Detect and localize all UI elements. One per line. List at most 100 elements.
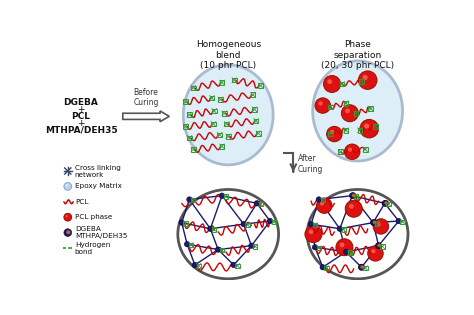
Bar xyxy=(254,119,258,123)
Circle shape xyxy=(375,243,382,249)
Text: Before
Curing: Before Curing xyxy=(133,88,159,107)
Circle shape xyxy=(241,221,246,227)
Text: Phase
separation
(20, 30 phr PCL): Phase separation (20, 30 phr PCL) xyxy=(321,40,394,70)
Bar xyxy=(211,122,216,126)
Circle shape xyxy=(192,262,198,268)
Text: MTHPA/DEH35: MTHPA/DEH35 xyxy=(45,126,117,135)
Bar xyxy=(272,220,276,224)
Ellipse shape xyxy=(307,190,408,279)
Circle shape xyxy=(184,242,190,247)
Circle shape xyxy=(360,119,379,138)
Bar xyxy=(183,100,188,104)
Circle shape xyxy=(345,200,362,217)
Bar xyxy=(325,266,329,270)
Circle shape xyxy=(371,249,375,253)
Circle shape xyxy=(373,221,376,224)
Text: Cross linking
network: Cross linking network xyxy=(75,164,120,178)
Circle shape xyxy=(309,221,314,227)
Text: Hydrogen
bond: Hydrogen bond xyxy=(75,242,110,255)
Bar xyxy=(328,105,333,109)
Circle shape xyxy=(340,243,345,247)
Circle shape xyxy=(187,197,192,202)
Circle shape xyxy=(215,247,221,252)
Circle shape xyxy=(179,220,184,225)
Bar xyxy=(258,83,263,88)
Circle shape xyxy=(316,197,321,202)
Circle shape xyxy=(341,105,358,122)
Bar xyxy=(341,227,346,232)
Circle shape xyxy=(345,144,360,159)
Circle shape xyxy=(231,262,237,268)
Bar xyxy=(197,264,201,268)
Text: DGEBA
MTHPA/DEH35: DGEBA MTHPA/DEH35 xyxy=(75,226,127,239)
Circle shape xyxy=(330,130,334,134)
Text: +: + xyxy=(77,105,85,114)
Ellipse shape xyxy=(183,65,273,165)
Circle shape xyxy=(376,222,381,226)
Bar xyxy=(219,80,224,85)
Circle shape xyxy=(219,193,225,198)
Circle shape xyxy=(315,98,330,113)
Circle shape xyxy=(208,226,213,232)
Circle shape xyxy=(350,192,356,199)
Bar xyxy=(338,149,343,154)
Circle shape xyxy=(383,200,389,206)
Circle shape xyxy=(370,220,376,225)
Bar xyxy=(373,124,378,129)
Bar xyxy=(357,128,362,133)
Bar xyxy=(401,220,405,224)
Bar xyxy=(212,109,217,113)
Bar xyxy=(212,227,217,232)
Bar xyxy=(226,134,230,139)
Circle shape xyxy=(327,79,332,84)
Circle shape xyxy=(343,249,349,255)
Circle shape xyxy=(345,108,350,113)
Bar xyxy=(375,221,379,226)
Bar xyxy=(348,250,352,255)
Bar xyxy=(354,111,358,116)
Circle shape xyxy=(359,265,364,270)
Ellipse shape xyxy=(313,61,402,161)
Circle shape xyxy=(382,201,387,206)
Circle shape xyxy=(363,75,368,80)
Text: Homogeneous
blend
(10 phr PCL): Homogeneous blend (10 phr PCL) xyxy=(196,40,261,70)
Bar xyxy=(187,112,192,117)
Circle shape xyxy=(305,226,322,243)
Bar xyxy=(191,86,196,90)
Bar xyxy=(224,194,228,198)
Bar xyxy=(344,101,348,106)
Bar xyxy=(359,79,364,84)
Circle shape xyxy=(349,193,355,198)
Bar xyxy=(218,97,223,102)
Text: Epoxy Matrix: Epoxy Matrix xyxy=(75,183,122,189)
Circle shape xyxy=(396,218,401,224)
Bar xyxy=(183,124,188,129)
Circle shape xyxy=(327,126,342,142)
Circle shape xyxy=(65,215,68,217)
Circle shape xyxy=(64,213,72,221)
Bar xyxy=(218,133,222,137)
Circle shape xyxy=(336,239,353,256)
Circle shape xyxy=(309,229,313,234)
Bar xyxy=(386,202,391,206)
Circle shape xyxy=(358,71,377,89)
Bar xyxy=(368,106,373,111)
Circle shape xyxy=(364,123,369,129)
Bar xyxy=(252,107,257,112)
Circle shape xyxy=(319,101,323,106)
Circle shape xyxy=(352,194,355,197)
Bar xyxy=(344,128,348,133)
Circle shape xyxy=(317,198,332,213)
Text: PCL: PCL xyxy=(72,112,91,121)
Text: PCL: PCL xyxy=(75,199,88,205)
Circle shape xyxy=(337,226,343,232)
Text: After
Curing: After Curing xyxy=(298,154,323,174)
Bar xyxy=(354,194,358,198)
Bar xyxy=(313,223,317,227)
Bar xyxy=(235,264,240,268)
Bar xyxy=(340,82,345,86)
Circle shape xyxy=(66,230,70,234)
Bar xyxy=(220,248,224,253)
Text: PCL phase: PCL phase xyxy=(75,214,112,220)
Circle shape xyxy=(320,201,324,206)
